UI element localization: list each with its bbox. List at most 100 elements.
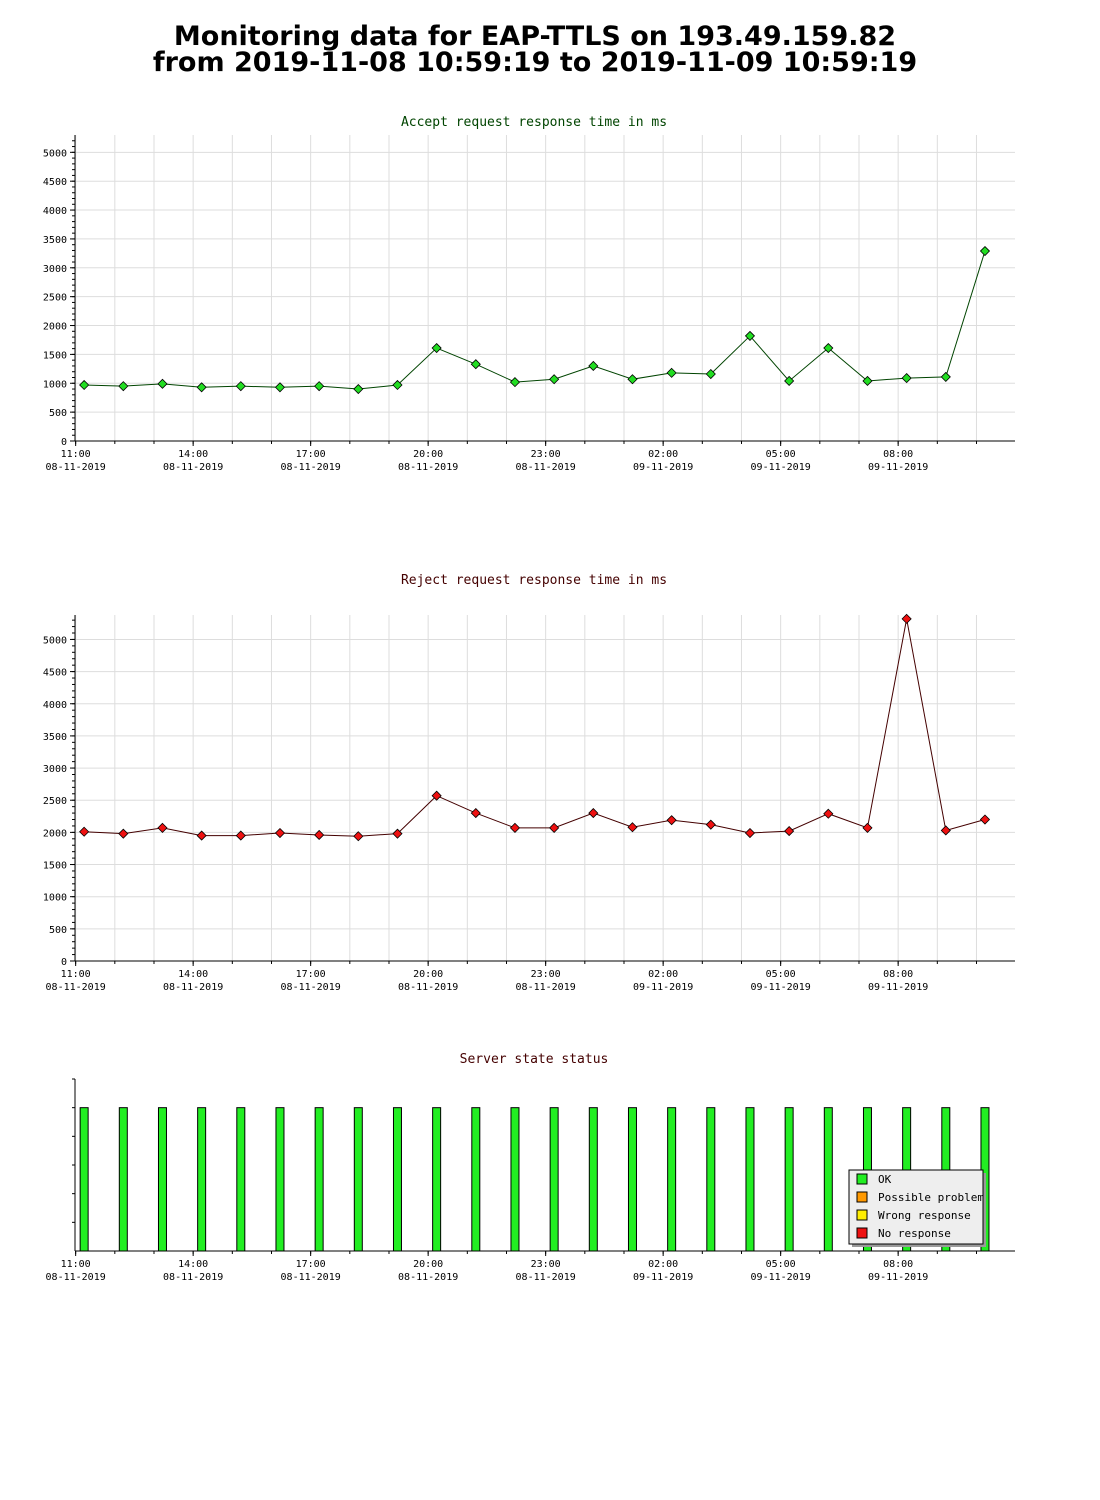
reject-y-tick-label: 2000 bbox=[43, 828, 67, 839]
reject-x-tick-label-time: 23:00 bbox=[531, 969, 561, 980]
status-bar bbox=[549, 1107, 559, 1252]
page-title: Monitoring data for EAP-TTLS on 193.49.1… bbox=[0, 21, 1070, 78]
status-x-tick-label-time: 08:00 bbox=[883, 1259, 913, 1270]
reject-data-point bbox=[157, 822, 168, 833]
status-bar bbox=[706, 1107, 716, 1252]
reject-data-point bbox=[118, 828, 129, 839]
status-bar bbox=[667, 1107, 677, 1252]
reject-data-point bbox=[979, 814, 991, 825]
reject-x-tick-label-date: 08-11-2019 bbox=[46, 982, 106, 993]
reject-y-tick-label: 500 bbox=[49, 925, 67, 936]
accept-x-tick-label-date: 09-11-2019 bbox=[633, 462, 693, 473]
reject-data-point bbox=[901, 613, 912, 624]
reject-x-tick-label-date: 08-11-2019 bbox=[163, 982, 223, 993]
page-title-line-2: from 2019-11-08 10:59:19 to 2019-11-09 1… bbox=[152, 47, 918, 78]
accept-y-tick-label: 1000 bbox=[43, 379, 67, 390]
legend-label: OK bbox=[878, 1173, 892, 1186]
page-title-line-1: Monitoring data for EAP-TTLS on 193.49.1… bbox=[173, 21, 897, 52]
reject-x-tick-label-time: 08:00 bbox=[883, 969, 913, 980]
accept-x-tick-label-date: 08-11-2019 bbox=[516, 462, 576, 473]
reject-data-point bbox=[862, 822, 873, 833]
status-bar bbox=[236, 1107, 246, 1252]
status-x-tick-label-date: 08-11-2019 bbox=[398, 1272, 458, 1283]
accept-x-tick-label-time: 20:00 bbox=[413, 449, 443, 460]
status-x-tick-label-date: 09-11-2019 bbox=[633, 1272, 693, 1283]
reject-data-point bbox=[588, 808, 599, 819]
accept-data-point bbox=[979, 245, 991, 257]
reject-data-point bbox=[549, 822, 560, 833]
reject-data-point bbox=[666, 815, 677, 826]
accept-data-point bbox=[470, 359, 481, 370]
accept-y-tick-label: 4500 bbox=[43, 177, 67, 188]
accept-x-tick-label-date: 09-11-2019 bbox=[868, 462, 928, 473]
accept-x-tick-label-time: 08:00 bbox=[883, 449, 913, 460]
status-bar bbox=[314, 1107, 324, 1252]
accept-data-point bbox=[744, 330, 756, 341]
reject-y-tick-label: 1500 bbox=[43, 861, 67, 872]
legend-swatch bbox=[856, 1173, 868, 1185]
accept-data-point bbox=[392, 379, 403, 391]
status-bar bbox=[353, 1107, 363, 1252]
accept-x-tick-label-time: 17:00 bbox=[296, 449, 326, 460]
reject-y-tick-label: 1000 bbox=[43, 893, 67, 904]
reject-data-point bbox=[470, 808, 481, 819]
reject-x-tick-label-time: 02:00 bbox=[648, 969, 678, 980]
reject-data-point bbox=[353, 831, 364, 842]
accept-y-tick-label: 3500 bbox=[43, 235, 67, 246]
accept-data-point bbox=[666, 367, 677, 378]
accept-data-point bbox=[862, 375, 873, 387]
reject-x-tick-label-date: 08-11-2019 bbox=[398, 982, 458, 993]
accept-y-tick-label: 4000 bbox=[43, 206, 67, 217]
accept-data-point bbox=[588, 360, 599, 372]
accept-x-tick-label-time: 02:00 bbox=[648, 449, 678, 460]
reject-data-point bbox=[196, 830, 207, 841]
status-bar bbox=[784, 1107, 794, 1252]
accept-data-point bbox=[784, 375, 795, 387]
accept-y-tick-label: 5000 bbox=[43, 148, 67, 159]
status-x-tick-label-date: 08-11-2019 bbox=[163, 1272, 223, 1283]
accept-data-point bbox=[118, 381, 129, 392]
reject-x-tick-label-time: 14:00 bbox=[178, 969, 208, 980]
status-bar bbox=[627, 1107, 637, 1252]
reject-y-tick-label: 2500 bbox=[43, 796, 67, 807]
legend-label: No response bbox=[878, 1227, 951, 1240]
accept-data-point bbox=[235, 381, 246, 392]
status-bar bbox=[197, 1107, 207, 1252]
status-x-tick-label-date: 08-11-2019 bbox=[516, 1272, 576, 1283]
reject-data-point bbox=[784, 826, 795, 837]
status-x-tick-label-time: 05:00 bbox=[766, 1259, 796, 1270]
legend-label: Wrong response bbox=[878, 1209, 971, 1222]
accept-x-tick-label-time: 23:00 bbox=[531, 449, 561, 460]
reject-y-tick-label: 5000 bbox=[43, 635, 67, 646]
accept-data-point bbox=[901, 373, 912, 384]
accept-data-point bbox=[353, 383, 364, 395]
reject-data-point bbox=[940, 825, 951, 836]
reject-x-tick-label-date: 08-11-2019 bbox=[281, 982, 341, 993]
accept-data-point bbox=[157, 378, 168, 389]
accept-x-tick-label-date: 08-11-2019 bbox=[398, 462, 458, 473]
reject-data-point bbox=[627, 822, 638, 833]
reject-x-tick-label-time: 20:00 bbox=[413, 969, 443, 980]
accept-data-point bbox=[823, 342, 834, 354]
accept-data-point bbox=[79, 379, 90, 391]
accept-data-point bbox=[627, 374, 638, 385]
reject-data-point bbox=[823, 808, 834, 819]
legend-swatch bbox=[856, 1227, 868, 1239]
reject-series-line bbox=[84, 618, 986, 837]
accept-y-tick-label: 500 bbox=[49, 408, 67, 419]
reject-x-tick-label-date: 08-11-2019 bbox=[516, 982, 576, 993]
accept-data-point bbox=[549, 374, 560, 385]
accept-data-point bbox=[431, 342, 442, 354]
status-bar bbox=[157, 1107, 167, 1252]
accept-x-tick-label-date: 08-11-2019 bbox=[163, 462, 223, 473]
status-bar bbox=[471, 1107, 481, 1252]
accept-x-tick-label-time: 05:00 bbox=[766, 449, 796, 460]
accept-x-tick-label-date: 08-11-2019 bbox=[46, 462, 106, 473]
status-x-tick-label-time: 14:00 bbox=[178, 1259, 208, 1270]
accept-data-point bbox=[196, 382, 207, 393]
reject-data-point bbox=[314, 829, 325, 841]
reject-data-point bbox=[509, 822, 521, 833]
status-x-tick-label-date: 08-11-2019 bbox=[281, 1272, 341, 1283]
status-x-tick-label-time: 20:00 bbox=[413, 1259, 443, 1270]
status-x-tick-label-time: 17:00 bbox=[296, 1259, 326, 1270]
